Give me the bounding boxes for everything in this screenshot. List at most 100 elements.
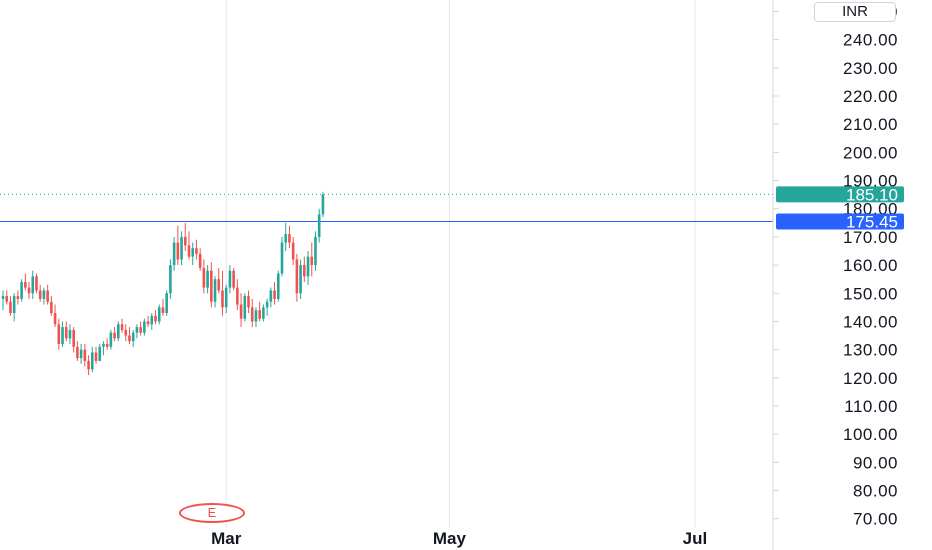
earnings-event-icon[interactable]: E bbox=[179, 503, 245, 523]
candle-body bbox=[131, 332, 135, 342]
candle-body bbox=[79, 349, 83, 359]
time-axis[interactable]: Mar May Jul bbox=[211, 529, 707, 548]
candle-74 bbox=[276, 270, 280, 302]
candle-body bbox=[172, 242, 176, 266]
candle-body bbox=[109, 332, 113, 347]
candle-body bbox=[120, 324, 124, 330]
candle-body bbox=[143, 321, 146, 333]
candle-25 bbox=[94, 346, 98, 364]
candle-17 bbox=[64, 321, 68, 342]
candle-body bbox=[202, 267, 206, 288]
candle-body bbox=[187, 245, 191, 257]
candle-16 bbox=[61, 321, 64, 347]
candle-body bbox=[124, 329, 128, 336]
candle-11 bbox=[42, 287, 46, 305]
candle-body bbox=[9, 301, 12, 313]
candle-body bbox=[303, 265, 306, 277]
candle-67 bbox=[250, 298, 254, 328]
candle-47 bbox=[176, 225, 180, 266]
candle-body bbox=[135, 327, 139, 333]
candle-18 bbox=[68, 324, 72, 344]
candle-54 bbox=[202, 259, 206, 294]
candle-7 bbox=[27, 282, 31, 299]
candle-37 bbox=[139, 321, 142, 336]
candle-8 bbox=[31, 270, 35, 299]
candle-body bbox=[310, 256, 314, 266]
candle-12 bbox=[46, 284, 49, 305]
y-tick-label: 230.00 bbox=[843, 59, 898, 78]
candle-body bbox=[117, 324, 120, 339]
candle-9 bbox=[35, 273, 38, 294]
price-tag-background bbox=[776, 213, 904, 230]
candle-75 bbox=[280, 236, 284, 277]
candle-48 bbox=[180, 231, 183, 266]
candle-body bbox=[291, 242, 295, 260]
price-tag-background bbox=[776, 186, 904, 203]
candle-20 bbox=[76, 341, 79, 361]
candles bbox=[1, 191, 325, 375]
candle-50 bbox=[187, 231, 191, 260]
candle-body bbox=[157, 307, 161, 322]
candle-body bbox=[221, 290, 224, 308]
price-tag-0[interactable]: 185.10 bbox=[776, 185, 904, 204]
candle-body bbox=[191, 248, 195, 257]
candle-body bbox=[161, 307, 165, 313]
candle-body bbox=[224, 287, 228, 308]
y-tick-label: 140.00 bbox=[843, 312, 898, 331]
candle-body bbox=[295, 259, 299, 294]
candle-1 bbox=[5, 290, 9, 305]
candle-27 bbox=[102, 341, 105, 356]
y-tick-label: 130.00 bbox=[843, 341, 898, 360]
candle-66 bbox=[247, 290, 250, 313]
candle-body bbox=[98, 346, 102, 361]
candle-body bbox=[314, 236, 317, 266]
candle-body bbox=[269, 290, 273, 302]
candle-85 bbox=[317, 208, 321, 243]
candle-body bbox=[42, 290, 46, 299]
price-axis[interactable]: 70.00 80.00 90.00 100.00 110.00 120.00 130.00 1… bbox=[773, 2, 898, 529]
y-tick-label: 100.00 bbox=[843, 425, 898, 444]
candle-29 bbox=[109, 329, 113, 350]
candle-body bbox=[31, 276, 35, 294]
x-tick-label: May bbox=[433, 529, 467, 548]
candle-59 bbox=[221, 270, 224, 316]
candle-43 bbox=[161, 298, 165, 316]
candle-40 bbox=[150, 313, 154, 330]
candle-28 bbox=[105, 338, 109, 350]
candle-15 bbox=[57, 318, 61, 350]
candle-body bbox=[12, 296, 16, 313]
candle-body bbox=[64, 327, 68, 339]
y-tick-label: 210.00 bbox=[843, 115, 898, 134]
candle-body bbox=[83, 349, 87, 361]
candle-62 bbox=[232, 267, 235, 291]
candle-78 bbox=[291, 236, 295, 266]
candle-23 bbox=[87, 355, 90, 375]
x-tick-label: Jul bbox=[683, 529, 708, 548]
candle-34 bbox=[128, 327, 131, 344]
candle-21 bbox=[79, 344, 83, 364]
candle-body bbox=[213, 279, 217, 302]
candle-body bbox=[317, 214, 321, 237]
candle-72 bbox=[269, 287, 273, 308]
candle-24 bbox=[90, 346, 94, 373]
candle-body bbox=[236, 287, 239, 305]
candle-body bbox=[276, 273, 280, 299]
candle-10 bbox=[38, 284, 42, 302]
candle-5 bbox=[20, 279, 23, 302]
candle-body bbox=[35, 276, 38, 291]
candle-39 bbox=[146, 315, 150, 328]
candle-body bbox=[139, 327, 142, 333]
candle-body bbox=[72, 329, 75, 347]
candle-body bbox=[169, 265, 172, 294]
candle-83 bbox=[310, 242, 314, 277]
candle-body bbox=[280, 242, 284, 274]
candle-56 bbox=[210, 262, 213, 308]
price-tag-1[interactable]: 175.45 bbox=[776, 213, 904, 232]
candle-70 bbox=[262, 304, 265, 322]
candle-body bbox=[262, 307, 265, 319]
candle-71 bbox=[265, 298, 269, 316]
currency-badge[interactable]: INR bbox=[814, 2, 896, 22]
candle-body bbox=[217, 279, 221, 291]
